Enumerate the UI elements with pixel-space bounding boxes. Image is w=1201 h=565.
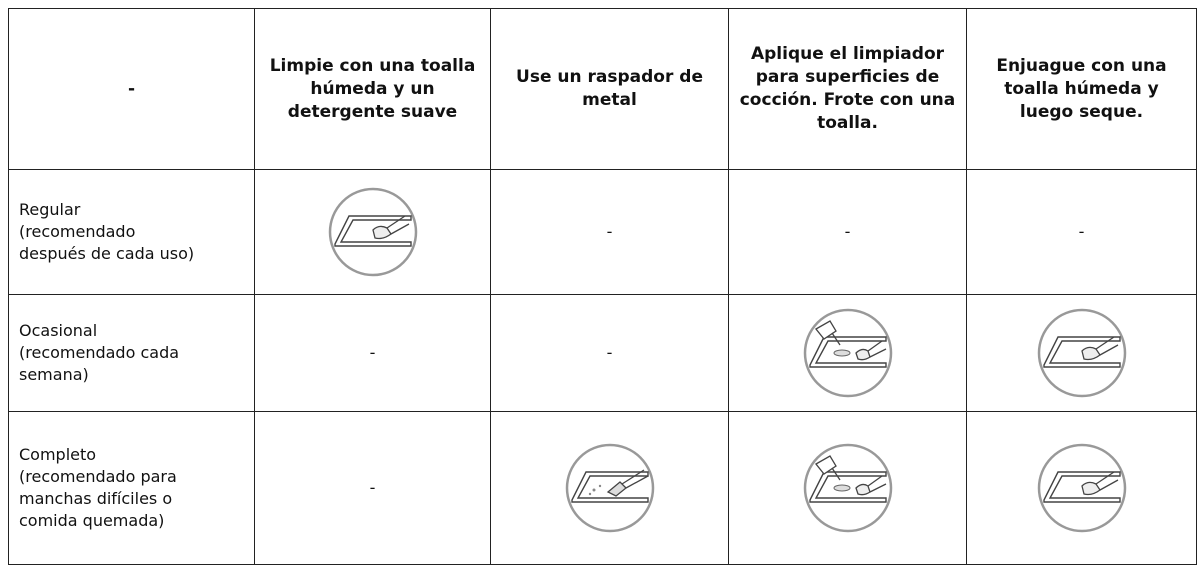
cell xyxy=(254,169,491,295)
cell: - xyxy=(728,169,967,295)
towel-icon xyxy=(1036,442,1128,534)
cell xyxy=(966,294,1197,412)
row: Regular (recomendado después de cada uso… xyxy=(8,169,1197,295)
header-cell: Use un raspador de metal xyxy=(490,8,729,170)
header-cell: Enjuague con una toalla húmeda y luego s… xyxy=(966,8,1197,170)
cell xyxy=(490,411,729,565)
cleaner-icon xyxy=(802,307,894,399)
header-cell: Aplique el limpiador para superficies de… xyxy=(728,8,967,170)
row-label-cell: Completo (recomendado para manchas difíc… xyxy=(8,411,255,565)
cell xyxy=(966,411,1197,565)
header-row: - Limpie con una toalla húmeda y un dete… xyxy=(8,8,1197,170)
row-label: Regular (recomendado después de cada uso… xyxy=(19,200,195,263)
cell: - xyxy=(966,169,1197,295)
towel-icon xyxy=(327,186,419,278)
cell: - xyxy=(254,294,491,412)
row-label: Ocasional (recomendado cada semana) xyxy=(19,321,180,384)
header-cell: Limpie con una toalla húmeda y un deterg… xyxy=(254,8,491,170)
cleaning-table: - Limpie con una toalla húmeda y un dete… xyxy=(8,8,1197,565)
row: Completo (recomendado para manchas difíc… xyxy=(8,411,1197,565)
scraper-icon xyxy=(564,442,656,534)
cleaner-icon xyxy=(802,442,894,534)
cell xyxy=(728,411,967,565)
cell: - xyxy=(490,294,729,412)
cell xyxy=(728,294,967,412)
towel-icon xyxy=(1036,307,1128,399)
cell: - xyxy=(254,411,491,565)
cell: - xyxy=(490,169,729,295)
row-label-cell: Ocasional (recomendado cada semana) xyxy=(8,294,255,412)
row: Ocasional (recomendado cada semana) - - xyxy=(8,294,1197,412)
header-cell: - xyxy=(8,8,255,170)
row-label: Completo (recomendado para manchas difíc… xyxy=(19,445,177,530)
row-label-cell: Regular (recomendado después de cada uso… xyxy=(8,169,255,295)
